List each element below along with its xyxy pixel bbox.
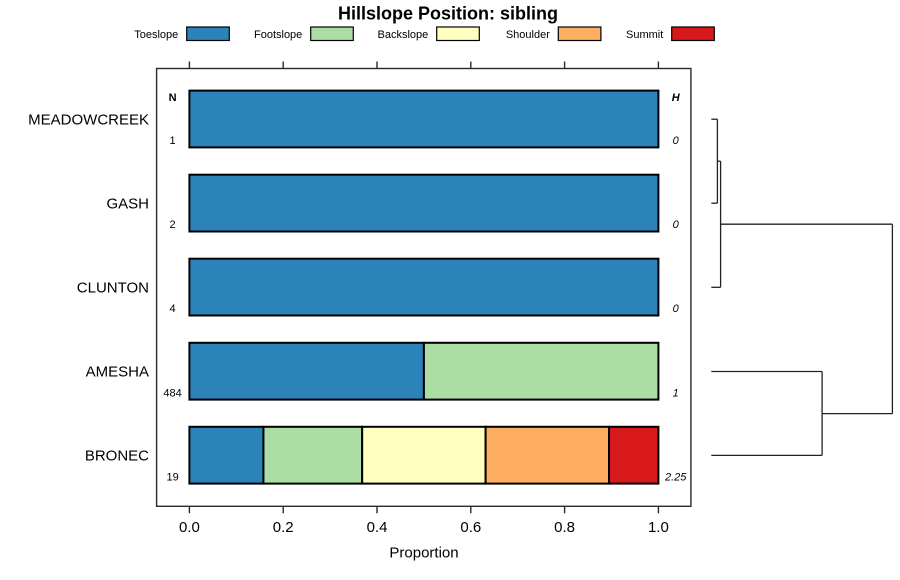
svg-text:BRONEC: BRONEC [85,448,149,465]
svg-text:1: 1 [673,387,679,399]
svg-text:Hillslope Position: sibling: Hillslope Position: sibling [338,4,558,24]
svg-text:H: H [672,92,681,104]
svg-text:0.8: 0.8 [554,519,575,536]
svg-text:MEADOWCREEK: MEADOWCREEK [28,111,149,128]
svg-text:CLUNTON: CLUNTON [77,280,149,297]
svg-text:0: 0 [673,135,680,147]
svg-text:0: 0 [673,303,680,315]
svg-text:Shoulder: Shoulder [506,29,550,41]
svg-text:AMESHA: AMESHA [86,364,149,381]
svg-text:Backslope: Backslope [378,29,429,41]
svg-text:N: N [169,92,177,104]
svg-text:0.6: 0.6 [460,519,481,536]
svg-text:Footslope: Footslope [254,29,302,41]
svg-text:Summit: Summit [626,29,663,41]
svg-text:1.0: 1.0 [648,519,669,536]
svg-text:484: 484 [163,387,181,399]
svg-text:4: 4 [170,303,176,315]
svg-text:0.0: 0.0 [179,519,200,536]
svg-text:2.25: 2.25 [664,471,687,483]
svg-text:GASH: GASH [106,196,149,213]
svg-text:0.2: 0.2 [273,519,294,536]
svg-text:Toeslope: Toeslope [134,29,178,41]
svg-text:19: 19 [166,471,178,483]
svg-text:0.4: 0.4 [367,519,388,536]
svg-text:0: 0 [673,219,680,231]
svg-text:2: 2 [170,219,176,231]
svg-text:1: 1 [170,135,176,147]
svg-text:Proportion: Proportion [389,545,458,562]
